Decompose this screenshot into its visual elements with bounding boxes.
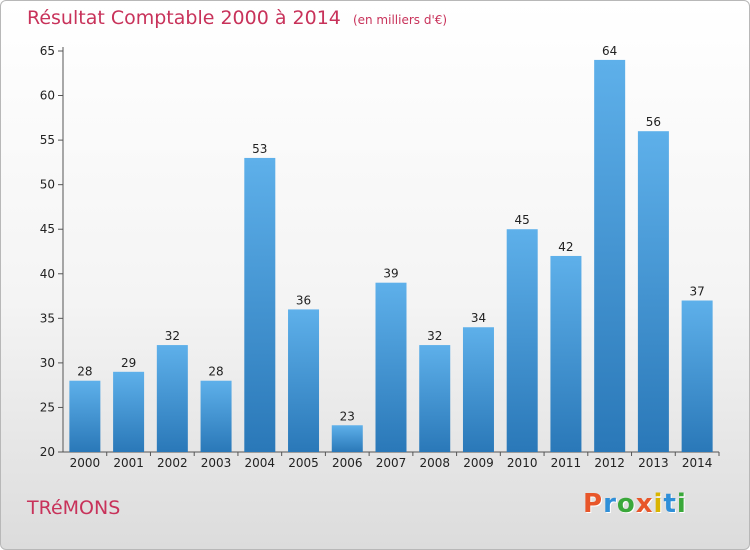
x-tick-label: 2004 xyxy=(245,456,276,470)
y-tick-label: 35 xyxy=(40,311,55,325)
x-tick-label: 2009 xyxy=(463,456,494,470)
bar-value-label: 42 xyxy=(558,240,573,254)
x-tick-label: 2000 xyxy=(70,456,101,470)
y-tick-label: 50 xyxy=(40,178,55,192)
bar-value-label: 32 xyxy=(427,329,442,343)
bar-value-label: 37 xyxy=(689,285,704,299)
bar-value-label: 56 xyxy=(646,115,661,129)
x-tick-label: 2007 xyxy=(376,456,407,470)
chart-bars xyxy=(69,59,713,453)
x-tick-label: 2001 xyxy=(113,456,144,470)
bar-value-label: 34 xyxy=(471,311,486,325)
logo-letter: o xyxy=(616,489,636,519)
bar-value-label: 28 xyxy=(77,365,92,379)
bar xyxy=(156,345,188,452)
x-tick-label: 2003 xyxy=(201,456,232,470)
x-tick-label: 2005 xyxy=(288,456,319,470)
chart-subtitle: (en milliers d'€) xyxy=(352,13,448,27)
x-tick-label: 2008 xyxy=(419,456,450,470)
bar-value-label: 45 xyxy=(515,213,530,227)
y-tick-label: 25 xyxy=(40,400,55,414)
bar-value-label: 32 xyxy=(165,329,180,343)
bar xyxy=(200,380,232,452)
y-tick-label: 45 xyxy=(40,222,55,236)
bar xyxy=(244,157,276,452)
bar xyxy=(288,309,320,452)
chart-labels: 28 2000 29 2001 32 2002 28 2003 53 2004 36 2005 23 20… xyxy=(70,44,713,470)
x-tick-label: 2012 xyxy=(594,456,625,470)
bar xyxy=(113,371,145,452)
bar xyxy=(637,131,669,452)
bar xyxy=(69,380,101,452)
bar-value-label: 28 xyxy=(208,365,223,379)
bar-value-label: 29 xyxy=(121,356,136,370)
bar xyxy=(550,255,582,452)
bar xyxy=(419,345,451,452)
bar-value-label: 23 xyxy=(340,409,355,423)
x-tick-label: 2013 xyxy=(638,456,669,470)
bar xyxy=(375,282,407,452)
y-tick-label: 40 xyxy=(40,267,55,281)
bar-value-label: 39 xyxy=(383,267,398,281)
logo-letter: x xyxy=(635,489,654,519)
x-tick-label: 2002 xyxy=(157,456,188,470)
y-tick-label: 65 xyxy=(40,44,55,58)
logo-letter: P xyxy=(583,489,604,519)
x-tick-label: 2014 xyxy=(682,456,713,470)
y-tick-label: 60 xyxy=(40,89,55,103)
bar-value-label: 36 xyxy=(296,293,311,307)
logo-letter: i xyxy=(676,489,687,519)
chart-title: Résultat Comptable 2000 à 2014 (en milli… xyxy=(27,7,447,29)
bar-value-label: 64 xyxy=(602,44,617,58)
y-tick-label: 30 xyxy=(40,356,55,370)
bar xyxy=(506,229,538,452)
logo-letter: r xyxy=(603,489,617,519)
y-tick-label: 20 xyxy=(40,445,55,459)
bar xyxy=(594,59,626,453)
logo-letter: t xyxy=(663,489,677,519)
proxiti-logo[interactable]: Proxiti xyxy=(583,489,687,519)
town-name: TRéMONS xyxy=(27,497,121,519)
bar-value-label: 53 xyxy=(252,142,267,156)
bar xyxy=(462,327,494,452)
chart-title-text: Résultat Comptable 2000 à 2014 xyxy=(27,7,341,29)
bar xyxy=(681,300,713,452)
bar xyxy=(331,425,363,452)
x-tick-label: 2006 xyxy=(332,456,363,470)
y-tick-label: 55 xyxy=(40,133,55,147)
x-tick-label: 2010 xyxy=(507,456,538,470)
logo-letter: i xyxy=(653,489,664,519)
x-tick-label: 2011 xyxy=(551,456,582,470)
